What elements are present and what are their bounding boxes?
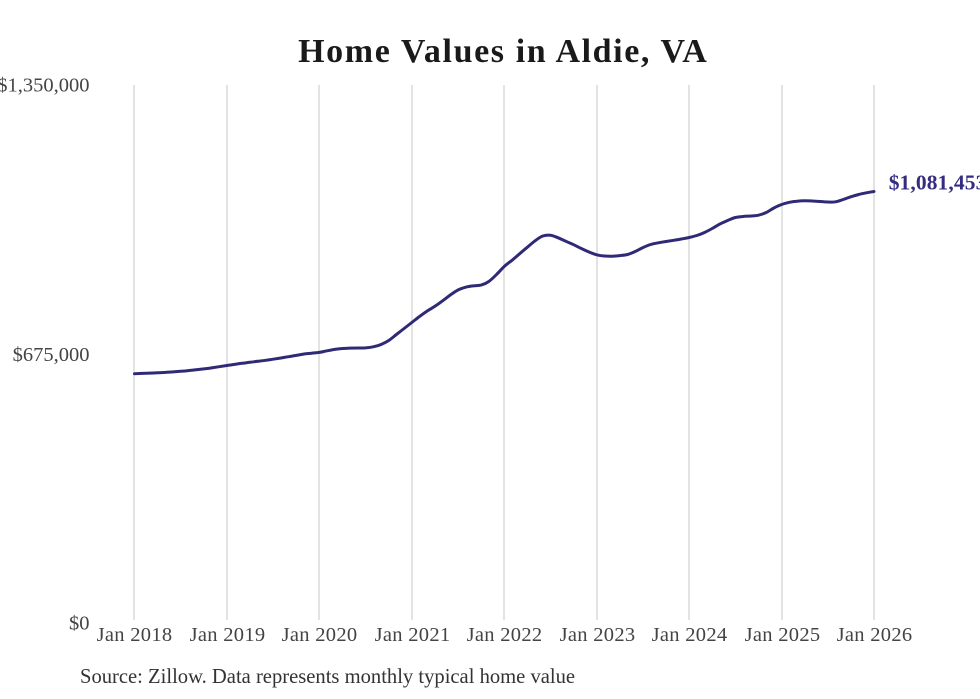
svg-text:$1,081,453: $1,081,453 [889, 171, 980, 195]
svg-text:Source: Zillow. Data represent: Source: Zillow. Data represents monthly … [80, 666, 575, 688]
svg-text:Jan 2023: Jan 2023 [560, 624, 636, 646]
svg-text:$675,000: $675,000 [13, 344, 90, 366]
svg-text:Jan 2018: Jan 2018 [97, 624, 173, 646]
svg-text:Jan 2025: Jan 2025 [745, 624, 821, 646]
svg-text:Jan 2021: Jan 2021 [375, 624, 451, 646]
svg-text:$1,350,000: $1,350,000 [0, 74, 90, 96]
svg-text:Jan 2024: Jan 2024 [652, 624, 728, 646]
svg-text:Home Values in Aldie, VA: Home Values in Aldie, VA [298, 33, 708, 70]
svg-text:Jan 2026: Jan 2026 [837, 624, 913, 646]
svg-text:$0: $0 [69, 612, 90, 634]
svg-text:Jan 2019: Jan 2019 [190, 624, 266, 646]
svg-text:Jan 2022: Jan 2022 [467, 624, 543, 646]
svg-text:Jan 2020: Jan 2020 [282, 624, 358, 646]
